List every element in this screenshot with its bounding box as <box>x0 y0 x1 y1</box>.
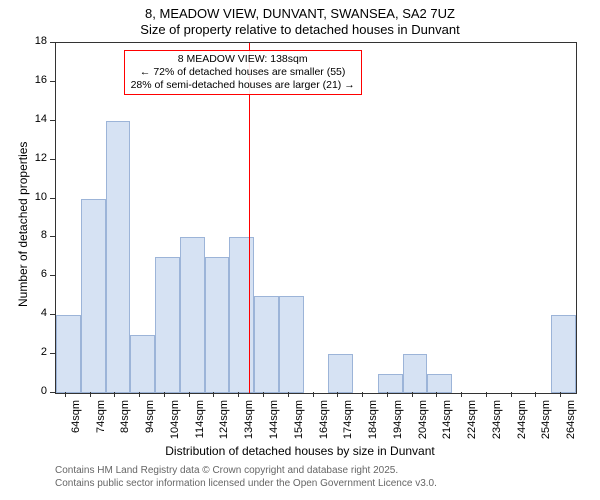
x-tick-label: 164sqm <box>318 400 330 440</box>
x-tick-label: 64sqm <box>70 400 82 440</box>
x-tick-label: 94sqm <box>144 400 156 440</box>
y-tick <box>50 159 55 160</box>
histogram-bar <box>403 354 428 393</box>
y-tick-label: 4 <box>25 307 47 319</box>
x-tick <box>263 392 264 397</box>
x-tick <box>436 392 437 397</box>
chart-container: 8, MEADOW VIEW, DUNVANT, SWANSEA, SA2 7U… <box>0 0 600 500</box>
x-tick-label: 254sqm <box>540 400 552 440</box>
y-tick-label: 16 <box>25 74 47 86</box>
x-tick <box>362 392 363 397</box>
x-tick <box>337 392 338 397</box>
x-tick <box>238 392 239 397</box>
x-tick-label: 134sqm <box>243 400 255 440</box>
x-tick <box>387 392 388 397</box>
x-tick-label: 244sqm <box>516 400 528 440</box>
x-tick <box>164 392 165 397</box>
x-tick-label: 194sqm <box>392 400 404 440</box>
x-tick <box>213 392 214 397</box>
histogram-bar <box>328 354 353 393</box>
y-tick <box>50 392 55 393</box>
x-tick-label: 114sqm <box>194 400 206 440</box>
y-tick-label: 0 <box>25 385 47 397</box>
histogram-bar <box>205 257 230 393</box>
footer-line2: Contains public sector information licen… <box>55 477 437 490</box>
y-tick-label: 12 <box>25 152 47 164</box>
x-tick-label: 74sqm <box>95 400 107 440</box>
y-tick <box>50 120 55 121</box>
x-tick-label: 144sqm <box>268 400 280 440</box>
x-tick <box>189 392 190 397</box>
x-tick <box>65 392 66 397</box>
x-tick-label: 204sqm <box>417 400 429 440</box>
y-tick <box>50 198 55 199</box>
histogram-bar <box>106 121 131 393</box>
x-tick <box>114 392 115 397</box>
y-tick <box>50 42 55 43</box>
histogram-bar <box>378 374 403 393</box>
histogram-bar <box>254 296 279 393</box>
y-tick <box>50 81 55 82</box>
y-axis-label: Number of detached properties <box>16 142 30 307</box>
x-tick <box>313 392 314 397</box>
y-tick-label: 8 <box>25 229 47 241</box>
x-tick <box>511 392 512 397</box>
footer-attribution: Contains HM Land Registry data © Crown c… <box>55 464 437 490</box>
histogram-bar <box>180 237 205 393</box>
x-tick <box>90 392 91 397</box>
x-tick <box>139 392 140 397</box>
histogram-bar <box>81 199 106 393</box>
y-tick-label: 18 <box>25 35 47 47</box>
x-tick-label: 104sqm <box>169 400 181 440</box>
x-tick <box>288 392 289 397</box>
y-tick-label: 6 <box>25 268 47 280</box>
x-tick-label: 84sqm <box>119 400 131 440</box>
annotation-line2: ← 72% of detached houses are smaller (55… <box>131 66 355 79</box>
y-tick-label: 14 <box>25 113 47 125</box>
chart-title-line2: Size of property relative to detached ho… <box>0 22 600 37</box>
histogram-bar <box>155 257 180 393</box>
annotation-line1: 8 MEADOW VIEW: 138sqm <box>131 53 355 66</box>
x-tick-label: 264sqm <box>565 400 577 440</box>
x-tick-label: 214sqm <box>441 400 453 440</box>
histogram-bar <box>427 374 452 393</box>
plot-area: 8 MEADOW VIEW: 138sqm← 72% of detached h… <box>55 42 577 394</box>
y-tick <box>50 314 55 315</box>
histogram-bar <box>551 315 576 393</box>
y-tick <box>50 353 55 354</box>
x-tick-label: 234sqm <box>491 400 503 440</box>
chart-title-line1: 8, MEADOW VIEW, DUNVANT, SWANSEA, SA2 7U… <box>0 6 600 21</box>
annotation-box: 8 MEADOW VIEW: 138sqm← 72% of detached h… <box>124 50 362 95</box>
x-tick-label: 224sqm <box>466 400 478 440</box>
x-tick-label: 184sqm <box>367 400 379 440</box>
x-tick <box>535 392 536 397</box>
histogram-bar <box>229 237 254 393</box>
y-tick-label: 2 <box>25 346 47 358</box>
footer-line1: Contains HM Land Registry data © Crown c… <box>55 464 437 477</box>
histogram-bar <box>56 315 81 393</box>
histogram-bar <box>130 335 155 393</box>
annotation-line3: 28% of semi-detached houses are larger (… <box>131 79 355 92</box>
x-tick-label: 154sqm <box>293 400 305 440</box>
y-tick <box>50 236 55 237</box>
x-tick <box>486 392 487 397</box>
x-tick <box>560 392 561 397</box>
reference-line <box>249 43 250 393</box>
x-tick <box>461 392 462 397</box>
y-tick <box>50 275 55 276</box>
x-axis-label: Distribution of detached houses by size … <box>0 444 600 458</box>
x-tick <box>412 392 413 397</box>
x-tick-label: 174sqm <box>342 400 354 440</box>
histogram-bar <box>279 296 304 393</box>
y-tick-label: 10 <box>25 191 47 203</box>
x-tick-label: 124sqm <box>218 400 230 440</box>
